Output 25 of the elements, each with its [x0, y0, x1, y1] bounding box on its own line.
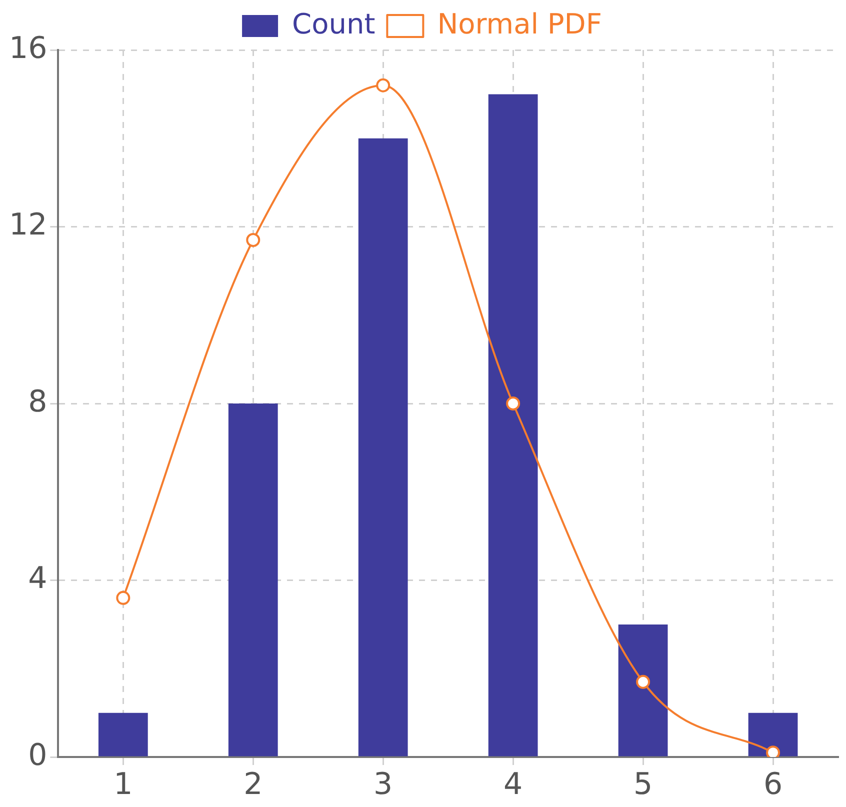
point	[376, 78, 390, 92]
y-tick-label: 16	[8, 30, 48, 66]
bar	[618, 624, 668, 756]
bar	[228, 404, 278, 756]
x-tick-label: 1	[114, 766, 133, 802]
y-tick-label: 0	[28, 738, 48, 773]
y-tick-label: 4	[28, 561, 48, 596]
point	[766, 746, 780, 757]
y-tick-label: 8	[28, 384, 48, 420]
y-tick-label: 12	[8, 208, 48, 243]
bar	[98, 712, 148, 756]
x-tick-label: 5	[633, 766, 653, 802]
point	[506, 396, 520, 410]
x-tick-label: 3	[374, 766, 393, 802]
bar	[488, 94, 538, 756]
point	[636, 674, 650, 689]
x-tick-label: 6	[763, 766, 783, 802]
bar	[358, 138, 408, 756]
x-tick-label: 2	[244, 766, 263, 802]
x-tick-label: 4	[504, 766, 523, 802]
legend-label: Normal PDF	[437, 7, 602, 40]
point	[246, 233, 260, 248]
legend-label: Count	[292, 7, 376, 40]
point	[116, 590, 130, 605]
bar	[748, 712, 798, 756]
